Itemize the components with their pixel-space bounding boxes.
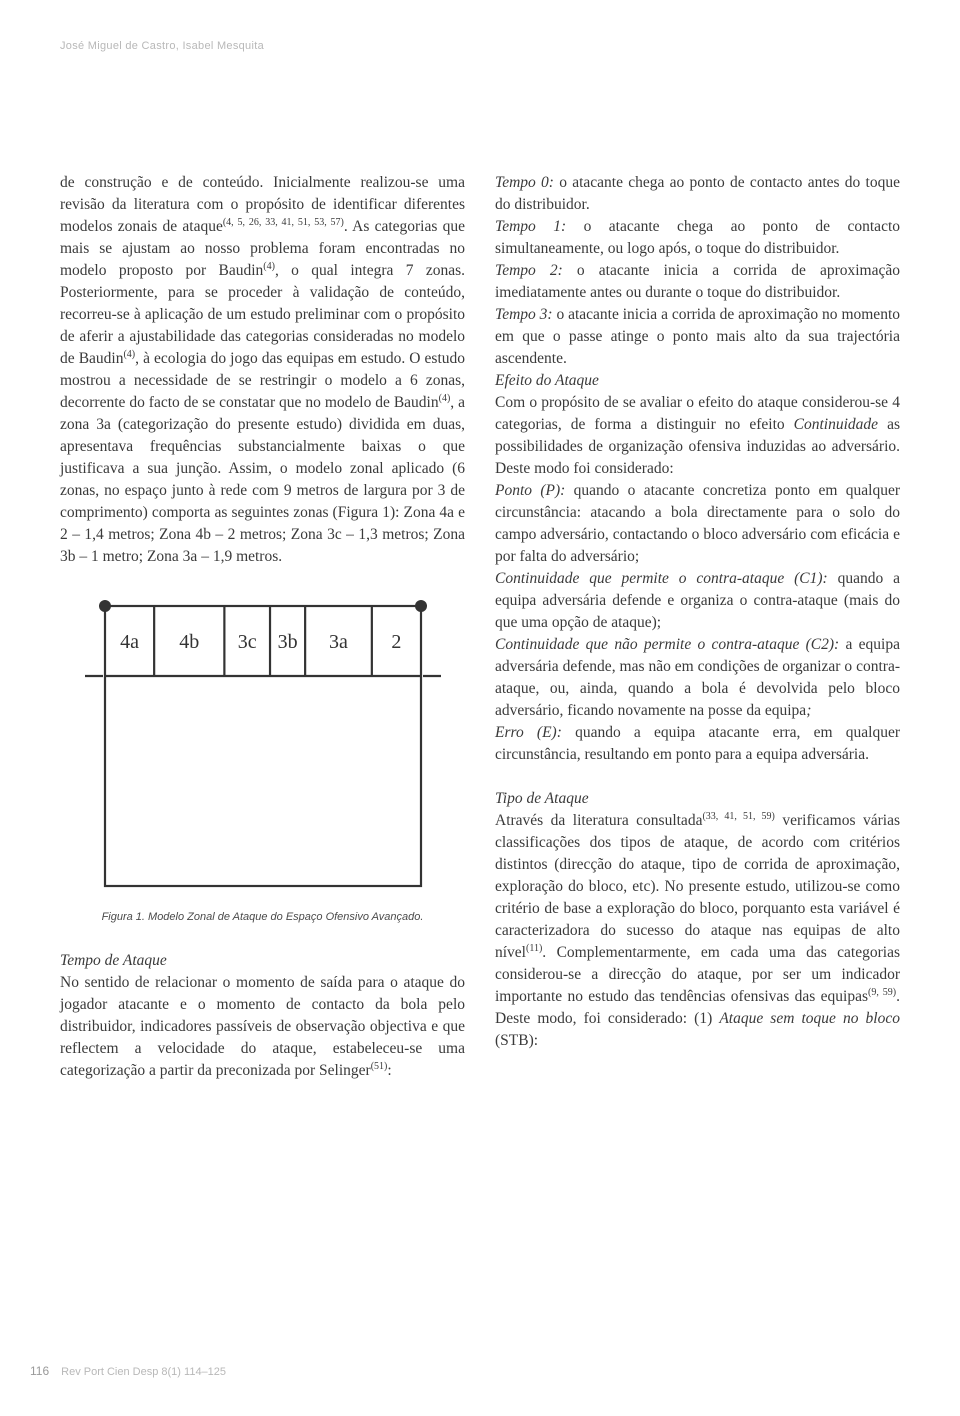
- text: , a zona 3a (categorização do presente e…: [60, 394, 465, 565]
- tipo-body: Através da literatura consultada(33, 41,…: [495, 810, 900, 1052]
- tempo-3: Tempo 3: o atacante inicia a corrida de …: [495, 304, 900, 370]
- erro: Erro (E): quando a equipa atacante erra,…: [495, 722, 900, 766]
- text: o atacante chega ao ponto de contacto an…: [495, 174, 900, 213]
- c1: Continuidade que permite o contra-ataque…: [495, 568, 900, 634]
- citation-sup: (11): [526, 943, 542, 954]
- citation-sup: (51): [371, 1060, 388, 1071]
- text: No sentido de relacionar o momento de sa…: [60, 974, 465, 1079]
- svg-text:3b: 3b: [277, 631, 297, 653]
- label: Continuidade que permite o contra-ataque…: [495, 570, 828, 587]
- text: o atacante inicia a corrida de aproximaç…: [495, 306, 900, 367]
- svg-text:2: 2: [391, 631, 401, 653]
- text: . Complementarmente, em cada uma das cat…: [495, 944, 900, 1005]
- text: verificamos várias classificações dos ti…: [495, 812, 900, 961]
- label: Continuidade que não permite o contra-at…: [495, 636, 839, 653]
- semi: ;: [806, 702, 811, 719]
- tempo-2: Tempo 2: o atacante inicia a corrida de …: [495, 260, 900, 304]
- figure-1: 4a 4b 3c 3b 3a 2 Figura 1. Modelo Zonal de At…: [60, 598, 465, 926]
- citation-sup: (33, 41, 51, 59): [702, 811, 774, 822]
- page-number: 116: [30, 1364, 49, 1378]
- c2: Continuidade que não permite o contra-at…: [495, 634, 900, 722]
- authors: José Miguel de Castro, Isabel Mesquita: [60, 40, 900, 52]
- journal-ref: Rev Port Cien Desp 8(1) 114–125: [61, 1366, 226, 1378]
- svg-text:4a: 4a: [120, 631, 139, 653]
- footer: 116 Rev Port Cien Desp 8(1) 114–125: [30, 1364, 226, 1378]
- efeito-do-ataque-label: Efeito do Ataque: [495, 370, 900, 392]
- tempo-1: Tempo 1: o atacante chega ao ponto de co…: [495, 216, 900, 260]
- citation-sup: (4): [123, 349, 135, 360]
- svg-text:3c: 3c: [237, 631, 256, 653]
- left-column: de construção e de conteúdo. Inicialment…: [60, 172, 465, 1082]
- citation-sup: (4, 5, 26, 33, 41, 51, 53, 57): [223, 217, 344, 228]
- label: Tempo 2:: [495, 262, 563, 279]
- citation-sup: (4): [263, 261, 275, 272]
- tipo-de-ataque-label: Tipo de Ataque: [495, 788, 900, 810]
- label: Tempo 1:: [495, 218, 566, 235]
- figure-1-svg: 4a 4b 3c 3b 3a 2: [83, 598, 443, 892]
- italic: Ataque sem toque no bloco: [719, 1010, 900, 1027]
- tempo-de-ataque-body: No sentido de relacionar o momento de sa…: [60, 972, 465, 1082]
- svg-text:4b: 4b: [179, 631, 199, 653]
- ponto: Ponto (P): quando o atacante concretiza …: [495, 480, 900, 568]
- left-paragraph-1: de construção e de conteúdo. Inicialment…: [60, 172, 465, 568]
- text: Através da literatura consultada: [495, 812, 702, 829]
- figure-1-caption: Figura 1. Modelo Zonal de Ataque do Espa…: [102, 910, 424, 926]
- tempo-0: Tempo 0: o atacante chega ao ponto de co…: [495, 172, 900, 216]
- label: Tempo 0:: [495, 174, 554, 191]
- label: Erro (E):: [495, 724, 562, 741]
- citation-sup: (9, 59): [868, 987, 896, 998]
- italic: Continuidade: [794, 416, 878, 433]
- svg-text:3a: 3a: [329, 631, 348, 653]
- citation-sup: (4): [439, 393, 451, 404]
- two-column-layout: de construção e de conteúdo. Inicialment…: [60, 172, 900, 1082]
- right-column: Tempo 0: o atacante chega ao ponto de co…: [495, 172, 900, 1082]
- text: :: [387, 1062, 391, 1079]
- text: (STB):: [495, 1032, 538, 1049]
- tempo-de-ataque-label: Tempo de Ataque: [60, 950, 465, 972]
- efeito-intro: Com o propósito de se avaliar o efeito d…: [495, 392, 900, 480]
- label: Tempo 3:: [495, 306, 553, 323]
- label: Ponto (P):: [495, 482, 565, 499]
